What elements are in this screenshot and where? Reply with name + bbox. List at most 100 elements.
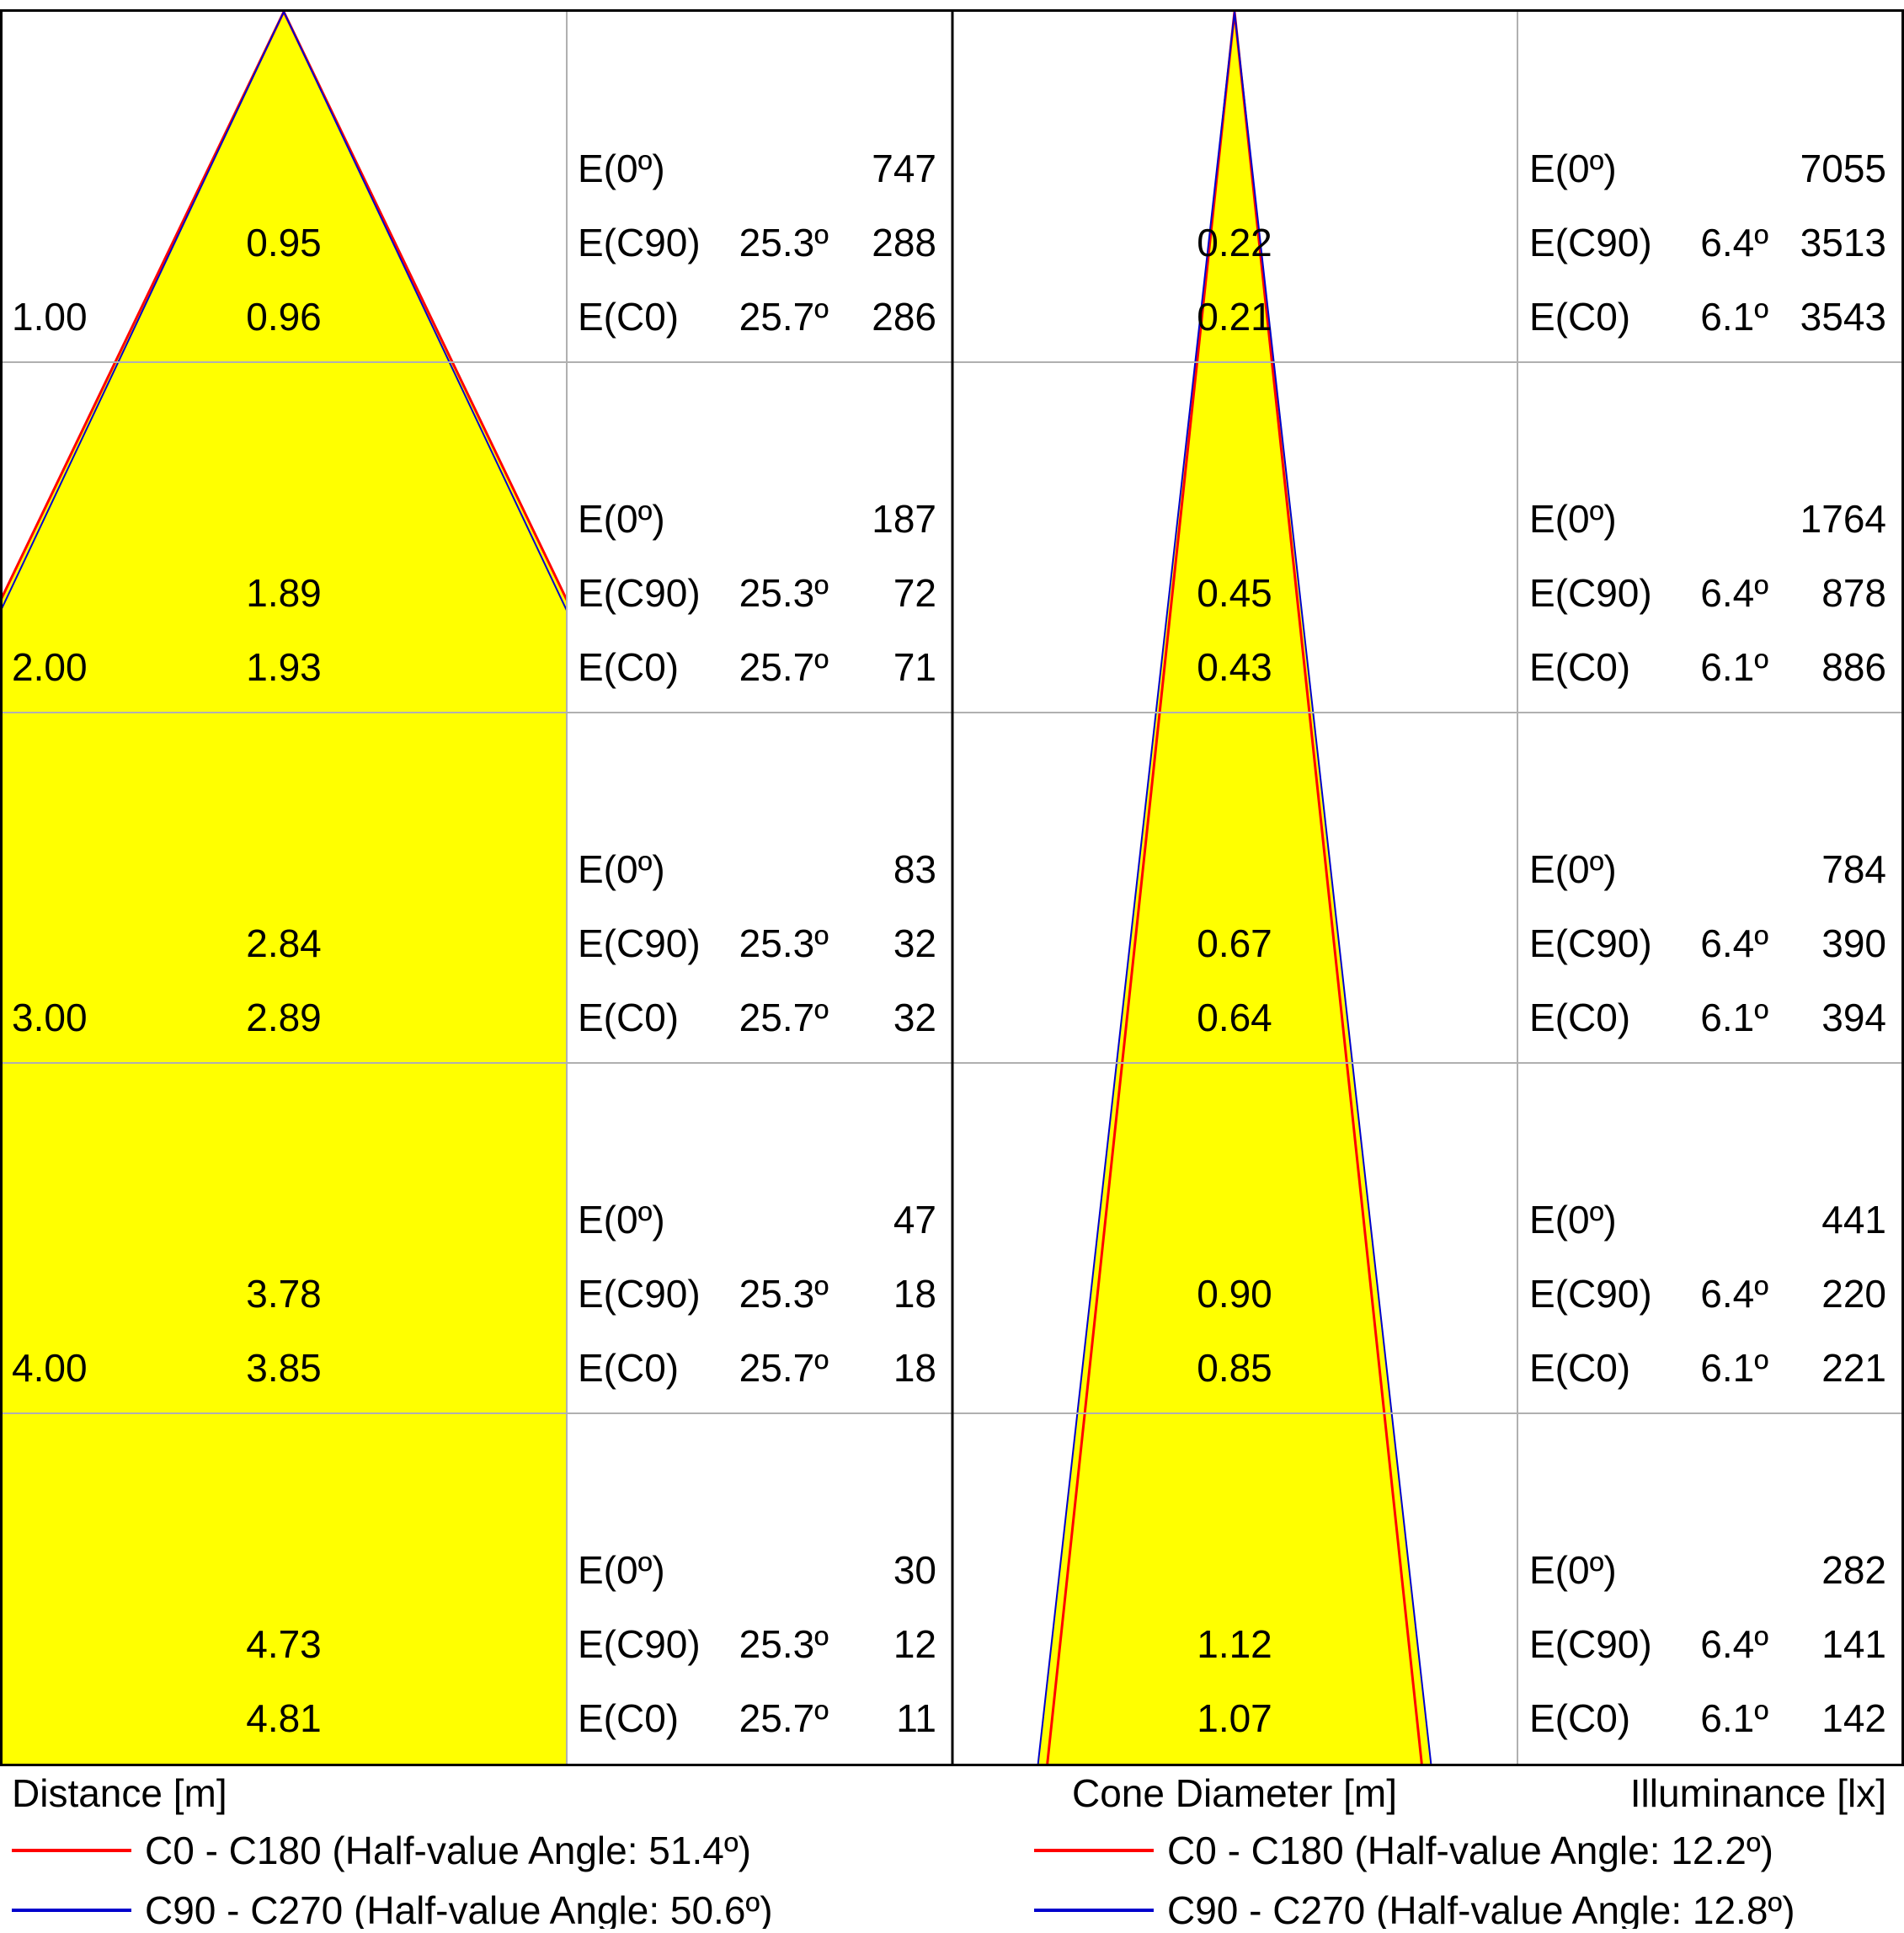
left-ec90-angle-1: 25.3º — [739, 571, 829, 615]
left-ec90-label-2: E(C90) — [578, 921, 701, 965]
left-c0-diameter-1: 1.93 — [246, 645, 322, 689]
c90-edge-left-right — [1037, 12, 1235, 1764]
right-e0-value-2: 784 — [1821, 847, 1886, 891]
left-ec0-value-1: 71 — [893, 645, 936, 689]
left-c0-diameter-4: 4.81 — [246, 1696, 322, 1740]
right-ec0-label-3: E(C0) — [1529, 1346, 1630, 1390]
left-ec90-label-4: E(C90) — [578, 1622, 701, 1666]
right-ec0-value-2: 394 — [1821, 996, 1886, 1039]
left-c0-diameter-2: 2.89 — [246, 996, 322, 1039]
right-c0-diameter-0: 0.21 — [1197, 295, 1272, 339]
right-ec90-angle-0: 6.4º — [1700, 221, 1768, 264]
cone-left — [2, 12, 567, 1764]
distance-label-1: 2.00 — [12, 645, 88, 689]
left-ec0-value-2: 32 — [893, 996, 936, 1039]
grid-lines — [0, 9, 1904, 1766]
right-ec90-value-4: 141 — [1821, 1622, 1886, 1666]
left-c90-diameter-1: 1.89 — [246, 571, 322, 615]
right-ec0-angle-2: 6.1º — [1700, 996, 1768, 1039]
left-e0-value-4: 30 — [893, 1548, 936, 1592]
left-c90-diameter-2: 2.84 — [246, 921, 322, 965]
right-c90-diameter-2: 0.67 — [1197, 921, 1272, 965]
legend-and-axis-labels: Distance [m] Cone Diameter [m] Illuminance… — [12, 1771, 1886, 1932]
right-e0-value-1: 1764 — [1800, 497, 1886, 541]
right-e0-value-4: 282 — [1821, 1548, 1886, 1592]
left-ec0-label-3: E(C0) — [578, 1346, 679, 1390]
c0-edge-right-left — [282, 12, 567, 603]
left-ec90-value-4: 12 — [893, 1622, 936, 1666]
right-ec90-value-3: 220 — [1821, 1272, 1886, 1316]
left-ec0-label-4: E(C0) — [578, 1696, 679, 1740]
left-ec0-angle-2: 25.7º — [739, 996, 829, 1039]
left-c0-diameter-3: 3.85 — [246, 1346, 322, 1390]
right-c90-diameter-1: 0.45 — [1197, 571, 1272, 615]
left-e0-value-2: 83 — [893, 847, 936, 891]
left-e0-label-2: E(0º) — [578, 847, 665, 891]
left-ec0-label-2: E(C0) — [578, 996, 679, 1039]
left-ec90-value-0: 288 — [872, 221, 936, 264]
c90-edge-right-left — [283, 12, 567, 613]
outer-border — [0, 9, 1904, 1766]
beam-fill-right — [1037, 12, 1432, 1764]
right-ec90-angle-4: 6.4º — [1700, 1622, 1768, 1666]
left-ec0-angle-4: 25.7º — [739, 1696, 829, 1740]
left-ec0-value-4: 11 — [896, 1696, 936, 1740]
distance-label-3: 4.00 — [12, 1346, 88, 1390]
right-legend-label-c0: C0 - C180 (Half-value Angle: 12.2º) — [1167, 1829, 1773, 1872]
c0-edge-left-right — [1046, 12, 1236, 1764]
right-e0-label-1: E(0º) — [1529, 497, 1617, 541]
right-ec90-angle-3: 6.4º — [1700, 1272, 1768, 1316]
left-ec90-angle-3: 25.3º — [739, 1272, 829, 1316]
right-e0-label-0: E(0º) — [1529, 147, 1617, 190]
left-c0-diameter-0: 0.96 — [246, 295, 322, 339]
right-c90-diameter-3: 0.90 — [1197, 1272, 1272, 1316]
right-ec0-angle-0: 6.1º — [1700, 295, 1768, 339]
right-ec90-angle-1: 6.4º — [1700, 571, 1768, 615]
right-e0-label-3: E(0º) — [1529, 1198, 1617, 1241]
left-ec90-value-1: 72 — [893, 571, 936, 615]
right-e0-label-2: E(0º) — [1529, 847, 1617, 891]
left-ec90-angle-2: 25.3º — [739, 921, 829, 965]
right-ec90-angle-2: 6.4º — [1700, 921, 1768, 965]
c90-edge-right-right — [1234, 12, 1432, 1764]
cone-right — [1037, 12, 1432, 1764]
right-ec90-value-0: 3513 — [1800, 221, 1886, 264]
right-ec90-value-1: 878 — [1821, 571, 1886, 615]
left-ec90-label-3: E(C90) — [578, 1272, 701, 1316]
table-values: 0.95 0.96 E(0º) 747 E(C90) 25.3º 288 E(C0) 25.7º… — [12, 147, 1886, 1740]
right-ec90-label-0: E(C90) — [1529, 221, 1652, 264]
left-ec0-label-0: E(C0) — [578, 295, 679, 339]
left-ec90-angle-4: 25.3º — [739, 1622, 829, 1666]
left-ec90-label-1: E(C90) — [578, 571, 701, 615]
left-legend-label-c0: C0 - C180 (Half-value Angle: 51.4º) — [145, 1829, 751, 1872]
right-ec0-label-0: E(C0) — [1529, 295, 1630, 339]
right-e0-value-3: 441 — [1821, 1198, 1886, 1241]
left-ec0-value-3: 18 — [893, 1346, 936, 1390]
beam-cones — [2, 12, 1432, 1764]
right-ec90-value-2: 390 — [1821, 921, 1886, 965]
left-c90-diameter-3: 3.78 — [246, 1272, 322, 1316]
left-ec90-angle-0: 25.3º — [739, 221, 829, 264]
right-ec0-value-1: 886 — [1821, 645, 1886, 689]
left-e0-value-0: 747 — [872, 147, 936, 190]
left-e0-label-0: E(0º) — [578, 147, 665, 190]
cone-diameter-axis-label: Cone Diameter [m] — [1072, 1771, 1397, 1815]
left-c90-diameter-4: 4.73 — [246, 1622, 322, 1666]
right-c90-diameter-0: 0.22 — [1197, 221, 1272, 264]
right-legend-label-c90: C90 - C270 (Half-value Angle: 12.8º) — [1167, 1888, 1795, 1929]
right-e0-value-0: 7055 — [1800, 147, 1886, 190]
right-ec0-angle-1: 6.1º — [1700, 645, 1768, 689]
right-ec90-label-3: E(C90) — [1529, 1272, 1652, 1316]
left-ec90-value-3: 18 — [893, 1272, 936, 1316]
right-ec0-value-0: 3543 — [1800, 295, 1886, 339]
right-ec0-angle-4: 6.1º — [1700, 1696, 1768, 1740]
right-c0-diameter-2: 0.64 — [1197, 996, 1272, 1039]
distance-label-2: 3.00 — [12, 996, 88, 1039]
c0-edge-right-right — [1233, 12, 1423, 1764]
right-c0-diameter-3: 0.85 — [1197, 1346, 1272, 1390]
left-e0-label-4: E(0º) — [578, 1548, 665, 1592]
left-legend-label-c90: C90 - C270 (Half-value Angle: 50.6º) — [145, 1888, 773, 1929]
left-c90-diameter-0: 0.95 — [246, 221, 322, 264]
left-ec0-label-1: E(C0) — [578, 645, 679, 689]
left-e0-label-1: E(0º) — [578, 497, 665, 541]
